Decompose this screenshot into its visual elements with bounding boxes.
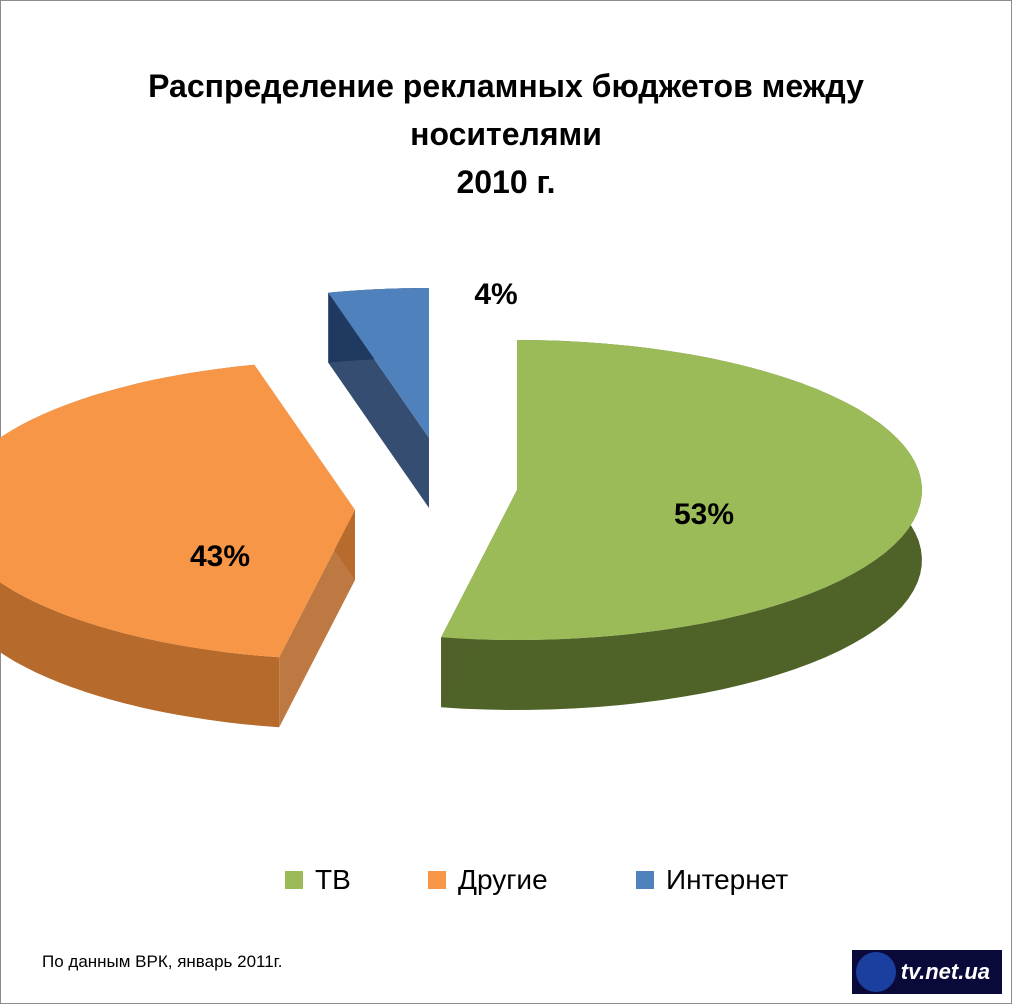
legend-item-internet: Интернет xyxy=(636,860,788,900)
legend-label-internet: Интернет xyxy=(666,864,789,895)
logo-text: tv.net.ua xyxy=(900,959,990,984)
pie-slice-top-tv xyxy=(441,340,922,640)
chart-title-line-1: Распределение рекламных бюджетов между xyxy=(148,68,864,104)
legend-item-other: Другие xyxy=(428,860,548,900)
data-label-other: 43% xyxy=(190,540,250,573)
pie-slice-edge-other-0 xyxy=(279,510,355,728)
pie-slice-internet xyxy=(328,288,429,508)
legend-item-tv: ТВ xyxy=(285,860,351,900)
pie-slice-top-other xyxy=(0,364,355,658)
tv-net-logo[interactable]: tv.net.ua xyxy=(852,950,1002,994)
pie-slice-other xyxy=(0,364,355,728)
legend-swatch-internet xyxy=(636,871,654,889)
pie-slice-edge-internet-0 xyxy=(328,292,429,508)
chart-title-line-2: носителями xyxy=(410,116,602,152)
pie-slice-tv xyxy=(441,340,922,710)
data-label-internet: 4% xyxy=(474,278,517,311)
data-label-tv: 53% xyxy=(674,498,734,531)
source-note: По данным ВРК, январь 2011г. xyxy=(42,952,283,971)
pie-slice-top-internet xyxy=(328,288,429,438)
legend-swatch-tv xyxy=(285,871,303,889)
chart-title-line-3: 2010 г. xyxy=(456,164,556,200)
legend-label-other: Другие xyxy=(458,864,548,895)
legend-swatch-other xyxy=(428,871,446,889)
legend-label-tv: ТВ xyxy=(315,864,351,895)
tv-net-logo-icon xyxy=(856,952,896,992)
legend: ТВ Другие Интернет xyxy=(0,860,1012,900)
chart-title: Распределение рекламных бюджетов между н… xyxy=(0,62,1012,206)
